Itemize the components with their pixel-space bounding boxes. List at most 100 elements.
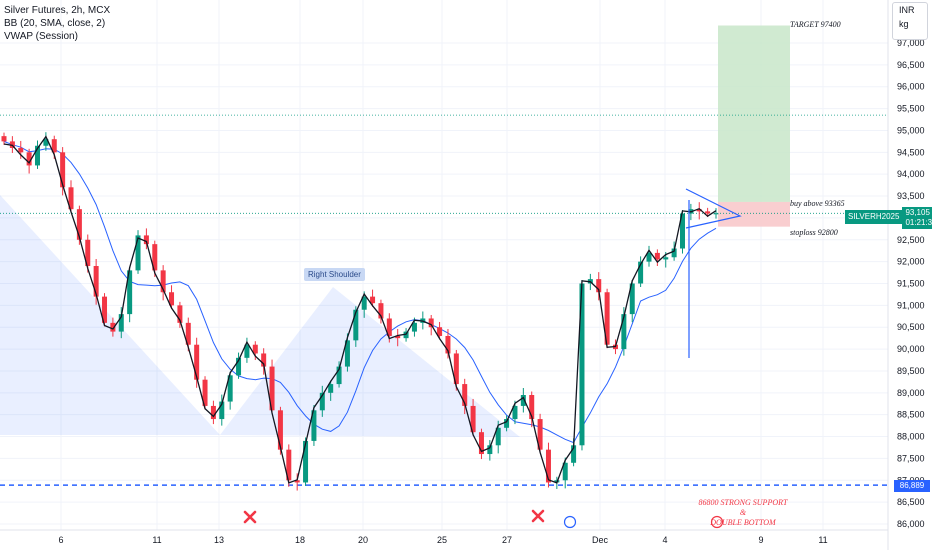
time-axis[interactable]: 6 11 13 18 20 25 27 Dec 4 9 11 [0, 529, 888, 545]
event-markers[interactable] [243, 509, 724, 529]
candle-body [160, 270, 166, 293]
candle-body [127, 270, 133, 315]
candle-body [85, 239, 91, 267]
y-tick-label: 94,500 [897, 147, 925, 157]
candle-body [344, 340, 350, 367]
y-tick-label: 96,500 [897, 60, 925, 70]
price-axis[interactable]: 86,00086,50087,00087,50088,00088,50089,0… [887, 0, 925, 550]
target-zone [718, 25, 790, 202]
candle-body [386, 318, 392, 336]
candle-body [18, 147, 24, 153]
candle-body [185, 322, 191, 345]
right-shoulder-label[interactable]: Right Shoulder [304, 268, 365, 281]
y-tick-label: 90,000 [897, 344, 925, 354]
candle-body [102, 296, 108, 323]
candle-body [35, 145, 41, 166]
x-tick-label: Dec [592, 535, 609, 545]
dividend-icon [710, 515, 724, 529]
x-marker-icon [243, 510, 257, 524]
candle-body [504, 419, 510, 428]
candle-body [202, 379, 208, 406]
candle-body [135, 235, 141, 271]
candle-body [244, 344, 250, 358]
candle-body [143, 235, 149, 245]
vwap-path [3, 135, 717, 484]
candle-body [118, 314, 124, 332]
candle-body [336, 366, 342, 385]
price-box: 93,105 01:21:37 [902, 207, 932, 229]
y-tick-label: 92,500 [897, 235, 925, 245]
support-note-line2: & [739, 508, 747, 517]
candle-body [445, 335, 451, 354]
candle-body [252, 344, 258, 354]
symbol-label: SILVERH2025 [845, 210, 903, 224]
candle-body [177, 305, 183, 323]
y-tick-label: 92,000 [897, 257, 925, 267]
x-tick-label: 13 [214, 535, 224, 545]
y-tick-label: 88,500 [897, 410, 925, 420]
candle-body [671, 248, 677, 258]
legend-bb[interactable]: BB (20, SMA, close, 2) [4, 18, 106, 29]
candle-body [303, 440, 309, 483]
chart-legend: Silver Futures, 2h, MCX BB (20, SMA, clo… [4, 4, 110, 43]
candle-body [470, 405, 476, 433]
candle-body [512, 405, 518, 420]
x-tick-label: 18 [295, 535, 305, 545]
candle-body [227, 375, 233, 402]
support-price-tag: 86,889 [894, 480, 930, 492]
y-tick-label: 93,500 [897, 191, 925, 201]
candle-body [705, 211, 711, 214]
candle-body [596, 279, 602, 293]
candle-body [437, 327, 443, 336]
candle-body [679, 213, 685, 249]
y-tick-label: 89,000 [897, 388, 925, 398]
position-zones [718, 25, 790, 227]
candle-body [537, 419, 543, 450]
candle-body [529, 395, 535, 420]
y-tick-label: 97,000 [897, 38, 925, 48]
y-tick-label: 89,500 [897, 366, 925, 376]
candle-body [604, 292, 610, 345]
triangle-pattern [685, 188, 742, 229]
candle-body [51, 139, 57, 153]
target-note[interactable]: TARGET 97400 [790, 20, 841, 29]
user-drawings [685, 188, 742, 358]
y-tick-label: 96,000 [897, 82, 925, 92]
y-tick-label: 95,500 [897, 104, 925, 114]
candle-body [26, 152, 32, 166]
support-note[interactable]: 86800 STRONG SUPPORT & DOUBLE BOTTOM [688, 498, 798, 528]
candle-body [378, 303, 384, 319]
currency-unit-box[interactable]: INR kg [892, 2, 928, 40]
event-icon [563, 515, 577, 529]
buy-note[interactable]: buy above 93365 [790, 199, 845, 208]
y-tick-label: 86,000 [897, 519, 925, 529]
candle-body [76, 209, 82, 240]
candle-body [462, 384, 468, 406]
x-tick-label: 11 [818, 535, 827, 545]
y-tick-label: 91,500 [897, 279, 925, 289]
candle-body [60, 152, 66, 188]
candle-body [269, 366, 275, 411]
candle-body [194, 344, 200, 380]
y-tick-label: 94,000 [897, 169, 925, 179]
candle-body [571, 445, 577, 463]
x-tick-label: 11 [152, 535, 161, 545]
level-lines [0, 114, 888, 486]
candle-body [370, 296, 376, 304]
left-shoulder-triangle [0, 195, 220, 435]
candle-body [411, 322, 417, 332]
candle-body [277, 410, 283, 450]
x-tick-label: 9 [758, 535, 763, 545]
pattern-triangles [0, 195, 520, 437]
candle-body [487, 445, 493, 455]
candle-body [294, 480, 300, 483]
legend-vwap[interactable]: VWAP (Session) [4, 31, 78, 42]
bar-countdown: 01:21:37 [905, 218, 932, 227]
candle-body [319, 392, 325, 411]
stoploss-note[interactable]: stoploss 92800 [790, 228, 838, 237]
y-tick-label: 91,000 [897, 300, 925, 310]
candle-body [562, 462, 568, 481]
candle-body [403, 331, 409, 339]
y-tick-label: 86,500 [897, 497, 925, 507]
